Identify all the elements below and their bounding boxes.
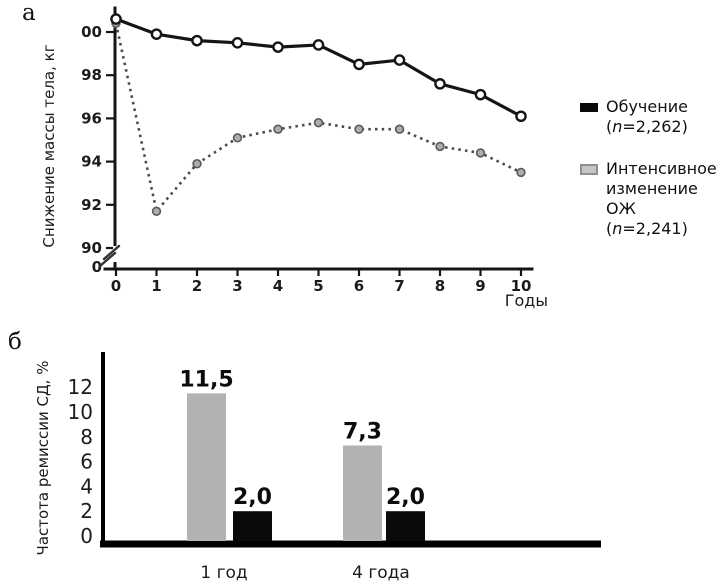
y-tick-label: 92 bbox=[81, 196, 102, 214]
x-tick-label: 6 bbox=[354, 277, 364, 295]
x-tick-label: 5 bbox=[313, 277, 323, 295]
data-point-marker bbox=[273, 124, 283, 134]
axis-break-slash bbox=[102, 244, 121, 261]
x-tick-label: 0 bbox=[111, 277, 121, 295]
n-value: =2,262) bbox=[622, 117, 688, 136]
data-point-marker bbox=[232, 133, 243, 143]
x-tick-label: 7 bbox=[394, 277, 404, 295]
category-label: 1 год bbox=[200, 563, 247, 583]
y-tick-label: 0 bbox=[80, 524, 93, 548]
y-zero-label: 0 bbox=[92, 258, 102, 276]
y-tick-label: 90 bbox=[81, 239, 102, 257]
panel-a-label: а bbox=[22, 0, 36, 26]
data-point-marker bbox=[192, 159, 202, 169]
y-tick-label: 12 bbox=[68, 375, 93, 399]
y-tick-label: 4 bbox=[80, 474, 93, 498]
data-point-marker bbox=[434, 78, 446, 90]
series-education bbox=[110, 13, 527, 123]
y-tick-label: 2 bbox=[80, 499, 93, 523]
y-tick-label: 10 bbox=[68, 400, 93, 424]
legend-item-intensive: Интенсивное изменение ОЖ (n=2,241) bbox=[580, 159, 720, 239]
y-axis-title: Частота ремиссии СД, % bbox=[34, 361, 52, 556]
bar-value-label: 2,0 bbox=[233, 485, 272, 510]
y-tick-label: 6 bbox=[80, 450, 93, 474]
y-tick-label: 8 bbox=[80, 425, 93, 449]
bar-intensive bbox=[187, 393, 226, 541]
bar-education bbox=[386, 511, 425, 541]
panel-b-label: б bbox=[8, 329, 22, 355]
legend-label: изменение ОЖ bbox=[606, 179, 698, 218]
data-point-marker bbox=[312, 39, 325, 51]
legend-item-education: Обучение (n=2,262) bbox=[580, 97, 720, 137]
data-point-marker bbox=[435, 141, 445, 152]
axis-break-slash bbox=[98, 251, 117, 268]
n-value: =2,241) bbox=[622, 219, 688, 238]
bar-value-label: 2,0 bbox=[386, 485, 425, 510]
x-tick-label: 9 bbox=[475, 277, 485, 295]
x-axis-title: Годы bbox=[505, 291, 548, 310]
data-point-marker bbox=[393, 54, 406, 66]
y-tick-label: 94 bbox=[81, 153, 102, 171]
data-point-marker bbox=[515, 110, 527, 123]
series-line bbox=[114, 23, 522, 215]
bar-value-label: 7,3 bbox=[343, 419, 382, 444]
legend-text: Интенсивное изменение ОЖ (n=2,241) bbox=[606, 159, 720, 239]
legend-n-count: (n=2,241) bbox=[606, 219, 720, 239]
data-point-marker bbox=[191, 34, 203, 47]
x-tick-label: 3 bbox=[232, 277, 242, 295]
y-tick-label: 00 bbox=[81, 23, 102, 41]
paren-open: ( bbox=[606, 117, 613, 136]
category-label: 4 года bbox=[352, 563, 410, 583]
legend-label: Интенсивное bbox=[606, 159, 717, 178]
data-point-marker bbox=[151, 206, 162, 216]
legend-label: Обучение bbox=[606, 97, 688, 116]
legend: Обучение (n=2,262) Интенсивное изменение… bbox=[580, 97, 720, 261]
series-intensive-lifestyle bbox=[111, 18, 526, 216]
data-point-marker bbox=[394, 124, 405, 134]
series-line bbox=[115, 17, 522, 118]
data-point-marker bbox=[353, 58, 365, 71]
legend-swatch-gray bbox=[580, 164, 598, 175]
data-point-marker bbox=[354, 124, 364, 134]
data-point-marker bbox=[313, 118, 324, 128]
x-tick-label: 1 bbox=[151, 277, 161, 295]
data-point-marker bbox=[475, 148, 486, 158]
data-point-marker bbox=[516, 167, 526, 178]
paren-open: ( bbox=[606, 219, 613, 238]
data-point-marker bbox=[110, 13, 122, 25]
bar-education bbox=[233, 511, 272, 541]
legend-swatch-black bbox=[580, 103, 598, 112]
legend-n-count: (n=2,262) bbox=[606, 117, 688, 137]
legend-text: Обучение (n=2,262) bbox=[606, 97, 688, 137]
bar-group: 11,5 2,0 1 год bbox=[179, 367, 272, 583]
x-tick-label: 4 bbox=[273, 277, 283, 295]
x-tick-label: 2 bbox=[192, 277, 202, 295]
y-axis-title: Снижение массы тела, кг bbox=[40, 44, 58, 247]
data-point-marker bbox=[474, 88, 487, 101]
x-tick-label: 10 bbox=[511, 277, 532, 295]
data-point-marker bbox=[150, 28, 163, 40]
y-tick-label: 98 bbox=[81, 66, 102, 84]
x-tick-label: 8 bbox=[435, 277, 445, 295]
data-point-marker bbox=[231, 37, 244, 49]
data-point-marker bbox=[272, 41, 284, 53]
n-symbol: n bbox=[612, 117, 623, 136]
bar-group: 7,3 2,0 4 года bbox=[343, 419, 425, 583]
n-symbol: n bbox=[612, 219, 623, 238]
bar-value-label: 11,5 bbox=[179, 367, 233, 392]
bar-intensive bbox=[343, 445, 382, 541]
y-tick-label: 96 bbox=[81, 109, 102, 127]
